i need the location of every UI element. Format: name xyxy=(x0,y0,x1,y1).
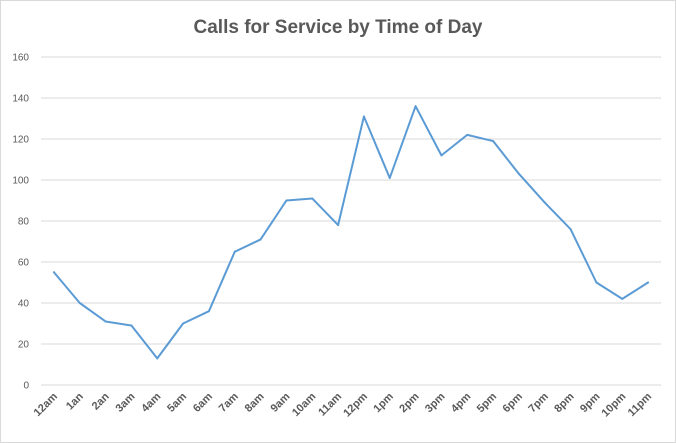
x-tick-label: 8pm xyxy=(552,390,577,415)
x-tick-label: 1pm xyxy=(371,390,396,415)
data-point xyxy=(492,140,495,143)
x-tick-label: 3am xyxy=(113,390,137,414)
data-point xyxy=(414,105,417,108)
x-tick-label: 2an xyxy=(90,390,112,412)
x-tick-label: 4pm xyxy=(449,390,474,415)
data-point xyxy=(104,320,107,323)
y-tick-label: 40 xyxy=(18,299,30,310)
data-point xyxy=(621,297,624,300)
x-tick-label: 7pm xyxy=(526,390,551,415)
x-tick-label: 4am xyxy=(139,390,163,414)
data-point xyxy=(285,199,288,202)
data-point xyxy=(311,197,314,200)
data-point xyxy=(647,281,650,284)
x-tick-label: 12pm xyxy=(341,390,370,419)
data-point xyxy=(259,238,262,241)
data-point xyxy=(595,281,598,284)
data-point xyxy=(388,176,391,179)
data-point xyxy=(156,357,159,360)
series-line xyxy=(52,105,650,360)
x-tick-label: 10pm xyxy=(600,390,629,419)
series-layer xyxy=(52,105,650,360)
data-point xyxy=(207,310,210,313)
data-point xyxy=(543,201,546,204)
x-tick-label: 12am xyxy=(32,390,61,419)
x-tick-label: 5pm xyxy=(475,390,500,415)
y-tick-label: 100 xyxy=(12,176,29,187)
data-point xyxy=(517,172,520,175)
data-point xyxy=(52,271,55,274)
x-tick-label: 1an xyxy=(64,390,86,412)
x-tick-label: 5am xyxy=(165,390,189,414)
y-tick-label: 60 xyxy=(18,258,30,269)
x-axis-tick-labels: 12am 1an 2an 3am 4am 5am 6am 7am 8am 9am10am11am1… xyxy=(32,390,655,419)
y-tick-label: 140 xyxy=(12,94,29,105)
data-point xyxy=(78,302,81,304)
y-tick-label: 20 xyxy=(18,340,30,351)
data-point xyxy=(569,228,572,231)
data-point xyxy=(337,224,340,227)
y-tick-label: 120 xyxy=(12,135,29,146)
chart-title: Calls for Service by Time of Day xyxy=(193,17,483,38)
data-point xyxy=(233,250,236,253)
y-axis-tick-labels: 0 20 40 60 80 100 120 140 160 xyxy=(12,53,29,392)
data-point xyxy=(130,324,133,327)
y-tick-label: 0 xyxy=(23,381,29,392)
gridlines xyxy=(41,56,661,386)
y-tick-label: 160 xyxy=(12,53,29,64)
data-point xyxy=(440,154,443,157)
data-point xyxy=(182,322,185,325)
x-tick-label: 8am xyxy=(243,390,267,414)
x-tick-label: 7am xyxy=(217,390,241,414)
x-tick-label: 3pm xyxy=(423,390,448,415)
x-tick-label: 11pm xyxy=(626,390,655,419)
x-tick-label: 2pm xyxy=(397,390,422,415)
x-tick-label: 6am xyxy=(191,390,215,414)
data-point xyxy=(362,115,365,118)
x-tick-label: 6pm xyxy=(501,390,526,415)
y-tick-label: 80 xyxy=(18,217,30,228)
x-tick-label: 11am xyxy=(316,390,344,418)
data-point xyxy=(466,133,469,136)
x-tick-label: 9am xyxy=(268,390,292,414)
x-tick-label: 10am xyxy=(290,390,319,419)
